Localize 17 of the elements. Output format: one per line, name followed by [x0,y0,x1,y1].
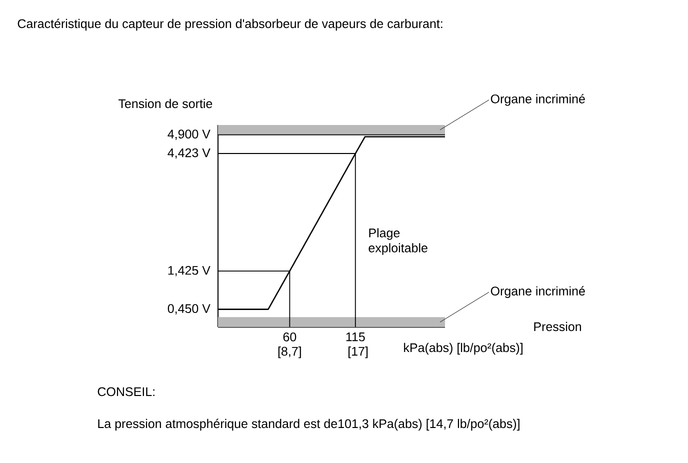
y-tick-label: 1,425 V [168,266,210,276]
chart-title: Caractéristique du capteur de pression d'absorbeur de vapeurs de carburant: [18,18,442,31]
x2-tick-label: [8,7] [278,346,301,358]
x-tick-label: 115 [346,332,365,342]
text: Pression [534,322,582,332]
y-axis-title: Tension de sortie [118,98,212,108]
x-tick-label: 60 [283,332,296,342]
band-label: Organe incriminé [490,286,585,298]
y-tick-label: 4,900 V [168,130,210,140]
x-axis-title: kPa(abs) [lb/po²(abs)] [404,342,522,355]
y-tick-label: 0,450 V [168,304,210,314]
text: La pression atmosphérique standard est de101,3 kPa(abs) [14,7 lb/po²(abs)] [98,418,520,431]
text: CONSEIL: [98,387,154,396]
x2-tick-label: [17] [348,346,368,358]
band-label: Organe incriminé [490,94,585,106]
y-tick-label: 4,423 V [168,148,210,159]
annotation: Plage exploitable [368,228,428,255]
